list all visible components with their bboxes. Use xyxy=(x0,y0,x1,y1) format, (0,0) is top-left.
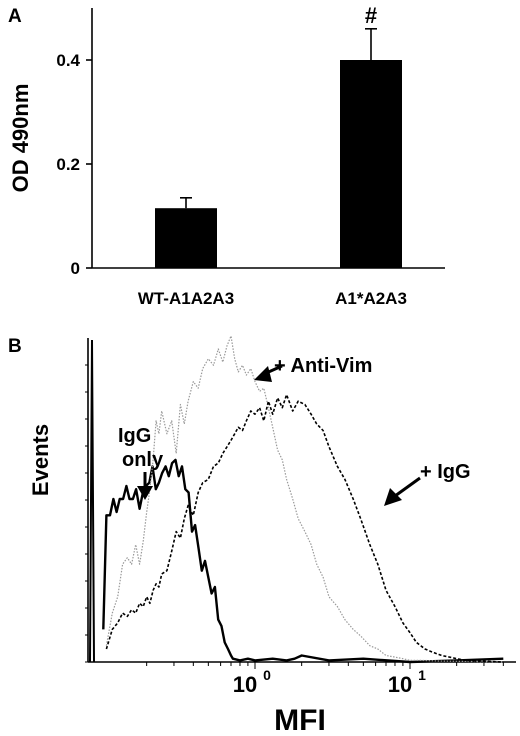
annotation-anti-vim: + Anti-Vim xyxy=(254,355,372,382)
x-tick-exponent-b: 0 xyxy=(263,667,271,683)
annotation-anti-vim-text: + Anti-Vim xyxy=(274,355,372,377)
x-axis-label-b: MFI xyxy=(274,704,326,736)
bar-chart-panel-a: 0 0.2 0.4 # WT-A1A2A3 A1*A2A3 xyxy=(56,3,445,308)
y-axis-label-b: Events xyxy=(28,424,53,496)
x-tick-label-b: 10 xyxy=(233,672,257,697)
annotation-igg-only-line2: only xyxy=(122,449,164,471)
y-axis-label-a: OD 490nm xyxy=(8,84,33,193)
panel-label-a: A xyxy=(8,6,22,27)
arrowhead-igg-only xyxy=(137,486,153,500)
x-tick-label-b: 10 xyxy=(388,672,412,697)
significance-mark: # xyxy=(365,3,377,28)
annotation-igg-only-line1: IgG xyxy=(118,425,151,447)
bar-wt-a1a2a3 xyxy=(155,208,217,268)
arrowhead-anti-vim xyxy=(254,366,272,382)
y-tick-label-a: 0.4 xyxy=(56,51,80,70)
y-tick-label-a: 0.2 xyxy=(56,155,80,174)
x-tick-exponent-b: 1 xyxy=(418,667,426,683)
series-igg-only-spike xyxy=(89,339,95,663)
histogram-panel-b: 10 0 10 1 xyxy=(85,335,516,697)
annotation-igg: + IgG xyxy=(384,461,471,506)
arrow-igg xyxy=(394,476,421,498)
y-tick-label-a: 0 xyxy=(71,259,80,278)
bar-a1-a2a3 xyxy=(340,60,402,268)
series-igg xyxy=(105,393,504,663)
annotation-igg-only: IgG only xyxy=(118,425,164,500)
annotation-igg-text: + IgG xyxy=(420,461,471,483)
x-category-label-a: WT-A1A2A3 xyxy=(138,289,234,308)
series-igg-only xyxy=(102,458,504,664)
series-anti-vim xyxy=(105,335,504,663)
x-category-label-a: A1*A2A3 xyxy=(335,289,407,308)
panel-label-b: B xyxy=(8,336,22,357)
arrowhead-igg xyxy=(384,488,402,506)
